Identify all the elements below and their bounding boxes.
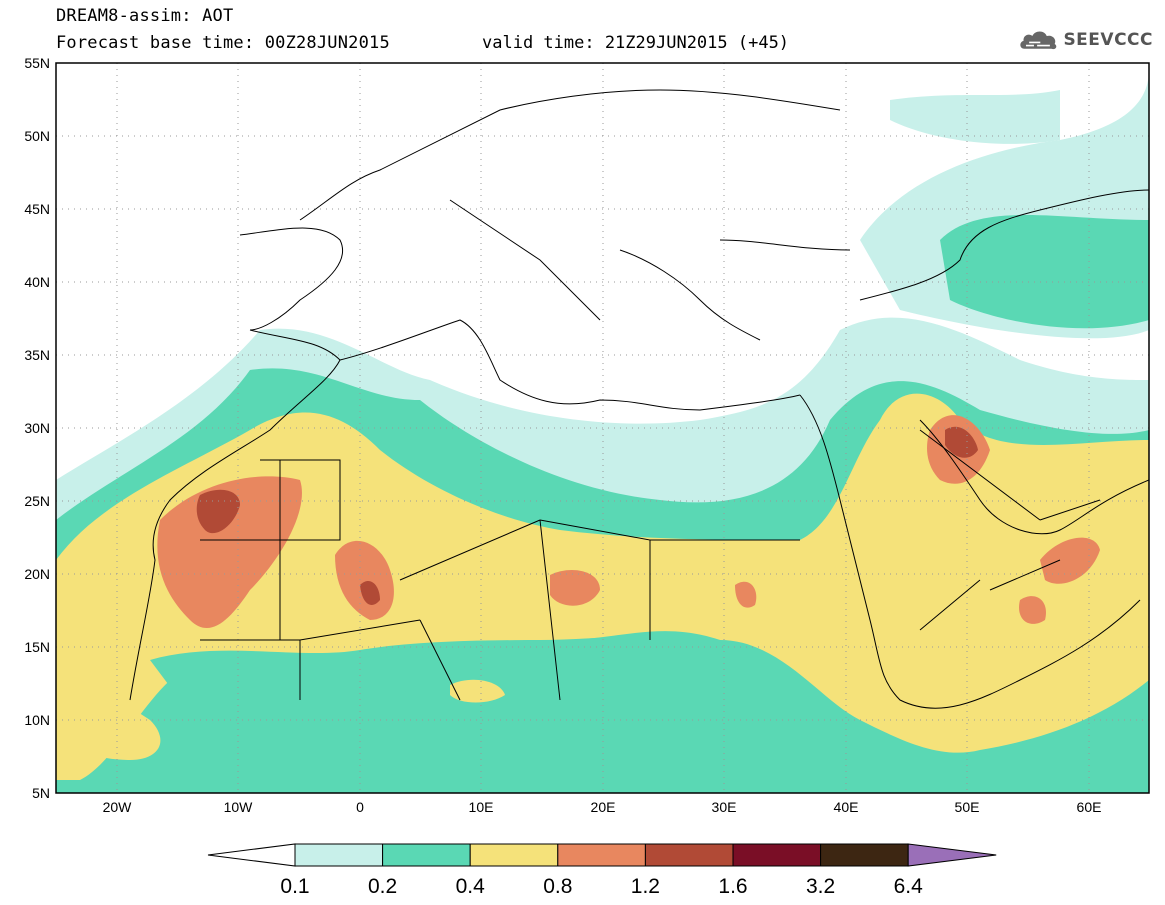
colorbar: 0.1 0.2 0.4 0.8 1.2 1.6 3.2 6.4 (207, 843, 997, 898)
lat-label: 40N (24, 274, 50, 290)
lon-label: 60E (1077, 799, 1102, 815)
aot-contour-0.8-oman (1040, 537, 1100, 584)
colorbar-swatch (644, 843, 734, 867)
seevccc-logo: SEEVCCC (1018, 24, 1153, 56)
aot-contour-0.8-chad (550, 570, 600, 606)
colorbar-swatch (469, 843, 559, 867)
cloud-icon (1020, 31, 1057, 50)
logo-text: SEEVCCC (1063, 30, 1153, 50)
aot-contour-0.8-mauritania (157, 476, 302, 629)
colorbar-label: 0.1 (280, 875, 309, 898)
colorbar-label: 0.2 (368, 875, 397, 898)
lon-label: 20W (103, 799, 133, 815)
colorbar-swatch (382, 843, 471, 867)
lat-label: 35N (24, 347, 50, 363)
aot-contour-0.1-north-2 (890, 90, 1060, 144)
aot-contour-0.4-senegal (56, 687, 161, 760)
colorbar-under-triangle (207, 843, 296, 867)
aot-contour-0.4-main (56, 393, 1149, 780)
longitude-labels: 20W 10W 0 10E 20E 30E 40E 50E 60E (103, 799, 1102, 815)
aot-contour-1.2-mali (360, 580, 380, 605)
lon-label: 20E (591, 799, 616, 815)
lat-label: 20N (24, 566, 50, 582)
colorbar-label: 6.4 (894, 875, 924, 898)
colorbar-label: 1.6 (718, 875, 747, 898)
aot-contour-0.8-yemen (1019, 596, 1046, 624)
colorbar-label: 0.4 (456, 875, 486, 898)
colorbar-swatch (732, 843, 822, 867)
colorbar-label: 1.2 (631, 875, 660, 898)
aot-contour-0.4-nigeria (450, 679, 505, 703)
lon-label: 30E (712, 799, 737, 815)
graticule (56, 63, 1149, 793)
colorbar-swatch (557, 843, 646, 867)
coastlines-and-borders (129, 89, 1149, 709)
lat-label: 55N (24, 55, 50, 71)
colorbar-swatch (294, 843, 384, 867)
lat-label: 5N (32, 785, 50, 801)
aot-contour-1.2-iraq (945, 426, 978, 458)
lon-label: 50E (955, 799, 980, 815)
map-title: DREAM8-assim: AOT (56, 6, 234, 26)
colorbar-swatch (820, 843, 909, 867)
lat-label: 45N (24, 201, 50, 217)
map-frame (55, 62, 1150, 794)
forecast-base-time: Forecast base time: 00Z28JUN2015 (56, 33, 390, 53)
aot-contour-1.2-mauritania (196, 489, 240, 534)
lon-label: 40E (834, 799, 859, 815)
colorbar-label: 3.2 (806, 875, 835, 898)
lat-label: 50N (24, 128, 50, 144)
lat-label: 30N (24, 420, 50, 436)
valid-time: valid time: 21Z29JUN2015 (+45) (482, 33, 790, 53)
colorbar-label: 0.8 (543, 875, 572, 898)
lon-label: 10E (469, 799, 494, 815)
colorbar-over-triangle (907, 843, 997, 867)
lon-label: 10W (224, 799, 254, 815)
lat-label: 25N (24, 493, 50, 509)
lon-label: 0 (356, 799, 364, 815)
lat-label: 15N (24, 639, 50, 655)
latitude-labels: 55N 50N 45N 40N 35N 30N 25N 20N 15N 10N … (24, 55, 50, 801)
lat-label: 10N (24, 712, 50, 728)
aot-contour-0.2-central-asia (1050, 237, 1149, 304)
aot-contour-0.8-sudan (735, 581, 757, 608)
aot-contour-0.2-sahel (150, 631, 720, 700)
